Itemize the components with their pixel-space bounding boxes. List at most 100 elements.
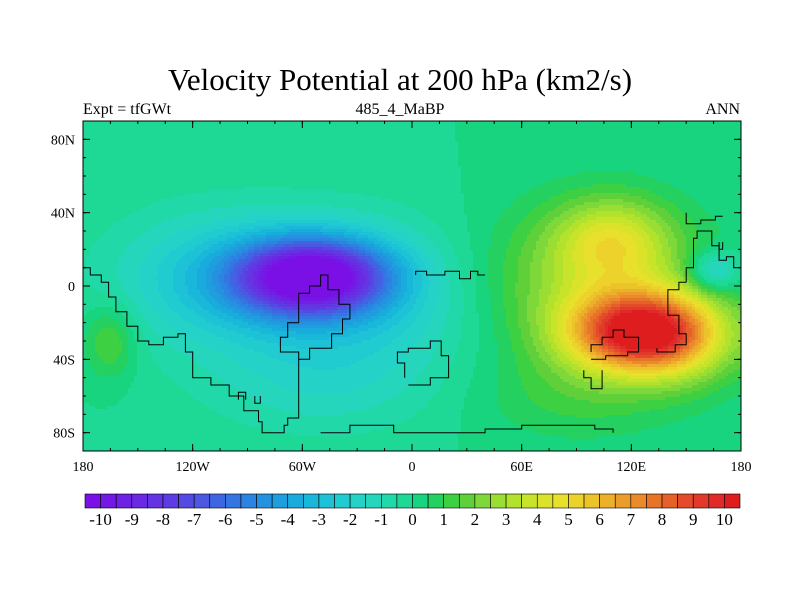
field-cell — [164, 163, 168, 167]
field-cell — [731, 133, 735, 137]
field-cell — [461, 133, 465, 137]
field-cell — [308, 157, 312, 161]
field-cell — [185, 157, 189, 161]
field-cell — [503, 151, 507, 155]
field-cell — [362, 133, 366, 137]
field-cell — [692, 139, 696, 143]
field-cell — [89, 151, 93, 155]
field-cell — [578, 142, 582, 146]
field-cell — [584, 127, 588, 131]
field-cell — [605, 145, 609, 149]
field-cell — [692, 124, 696, 128]
field-cell — [467, 175, 471, 179]
field-cell — [692, 142, 696, 146]
field-cell — [398, 145, 402, 149]
field-cell — [182, 166, 186, 170]
field-cell — [731, 172, 735, 176]
field-cell — [386, 136, 390, 140]
field-cell — [245, 133, 249, 137]
field-cell — [248, 175, 252, 179]
field-cell — [521, 127, 525, 131]
field-cell — [356, 163, 360, 167]
field-cell — [707, 154, 711, 158]
field-cell — [701, 163, 705, 167]
field-cell — [332, 148, 336, 152]
field-cell — [707, 169, 711, 173]
field-cell — [296, 166, 300, 170]
field-cell — [587, 157, 591, 161]
field-cell — [248, 172, 252, 176]
field-cell — [668, 157, 672, 161]
field-cell — [419, 148, 423, 152]
field-cell — [383, 139, 387, 143]
field-cell — [623, 154, 627, 158]
field-cell — [179, 154, 183, 158]
field-cell — [266, 133, 270, 137]
field-cell — [593, 157, 597, 161]
field-cell — [719, 142, 723, 146]
field-cell — [107, 136, 111, 140]
field-cell — [242, 133, 246, 137]
field-cell — [335, 151, 339, 155]
field-cell — [221, 151, 225, 155]
field-cell — [143, 121, 147, 125]
field-cell — [524, 121, 528, 125]
field-cell — [302, 175, 306, 179]
field-cell — [167, 124, 171, 128]
field-cell — [380, 157, 384, 161]
field-cell — [509, 136, 513, 140]
field-cell — [647, 124, 651, 128]
field-cell — [167, 136, 171, 140]
field-cell — [533, 166, 537, 170]
field-cell — [131, 121, 135, 125]
field-cell — [548, 121, 552, 125]
field-cell — [167, 157, 171, 161]
field-cell — [197, 151, 201, 155]
field-cell — [86, 124, 90, 128]
field-cell — [440, 130, 444, 134]
field-cell — [482, 163, 486, 167]
field-cell — [401, 169, 405, 173]
field-cell — [455, 163, 459, 167]
field-cell — [608, 163, 612, 167]
field-cell — [572, 148, 576, 152]
field-cell — [680, 130, 684, 134]
field-cell — [287, 136, 291, 140]
field-cell — [443, 145, 447, 149]
field-cell — [608, 154, 612, 158]
field-cell — [593, 172, 597, 176]
field-cell — [491, 148, 495, 152]
field-cell — [383, 166, 387, 170]
field-cell — [203, 148, 207, 152]
field-cell — [206, 175, 210, 179]
field-cell — [731, 139, 735, 143]
field-cell — [605, 127, 609, 131]
field-cell — [593, 169, 597, 173]
field-cell — [479, 124, 483, 128]
field-cell — [455, 166, 459, 170]
field-cell — [323, 124, 327, 128]
field-cell — [146, 175, 150, 179]
field-cell — [236, 121, 240, 125]
field-cell — [224, 121, 228, 125]
field-cell — [581, 130, 585, 134]
field-cell — [89, 124, 93, 128]
field-cell — [305, 160, 309, 164]
field-cell — [260, 169, 264, 173]
field-cell — [437, 154, 441, 158]
field-cell — [125, 172, 129, 176]
field-cell — [245, 136, 249, 140]
field-cell — [458, 139, 462, 143]
field-cell — [395, 130, 399, 134]
field-cell — [650, 133, 654, 137]
field-cell — [302, 127, 306, 131]
field-cell — [380, 175, 384, 179]
field-cell — [536, 121, 540, 125]
field-cell — [464, 154, 468, 158]
field-cell — [611, 124, 615, 128]
field-cell — [134, 130, 138, 134]
field-cell — [194, 139, 198, 143]
field-cell — [419, 157, 423, 161]
field-cell — [575, 172, 579, 176]
field-cell — [116, 175, 120, 179]
